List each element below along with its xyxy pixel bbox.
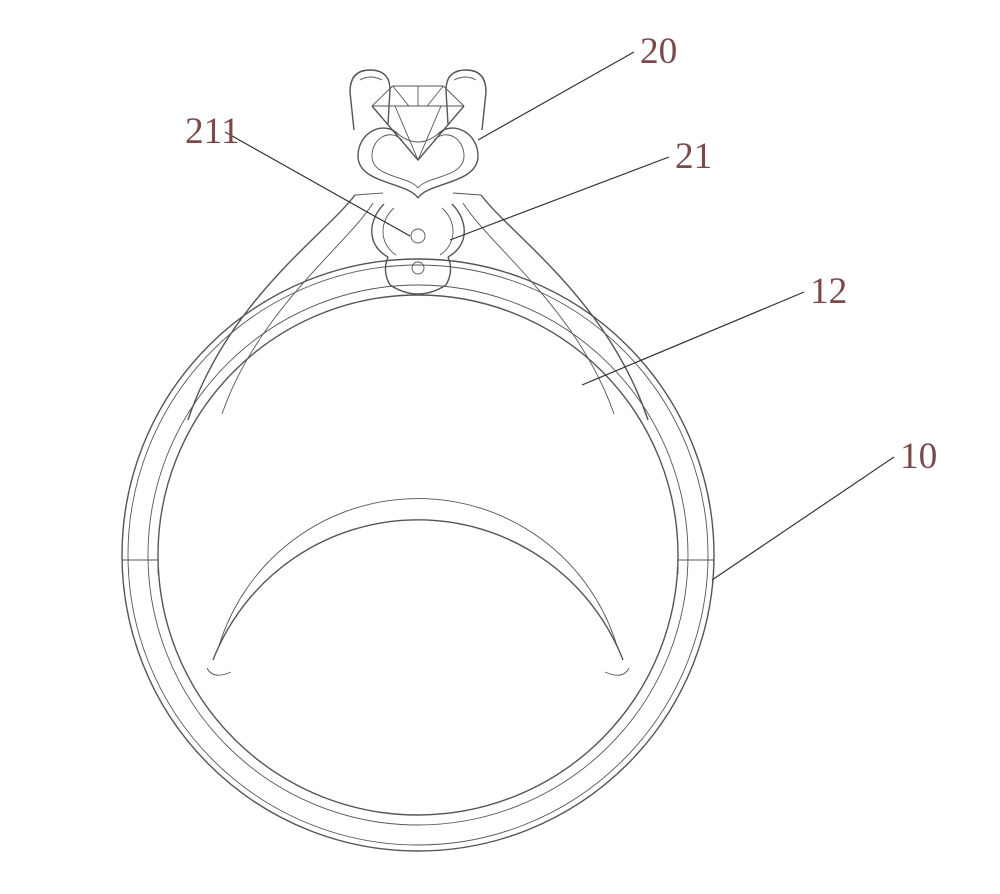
ring-drawing	[0, 0, 1000, 894]
callout-label-21: 21	[675, 135, 712, 178]
callout-label-12: 12	[810, 270, 847, 313]
callout-label-211: 211	[185, 110, 240, 153]
figure-container: 20 211 21 12 10	[0, 0, 1000, 894]
callout-label-10: 10	[900, 435, 937, 478]
callout-label-20: 20	[640, 30, 677, 73]
